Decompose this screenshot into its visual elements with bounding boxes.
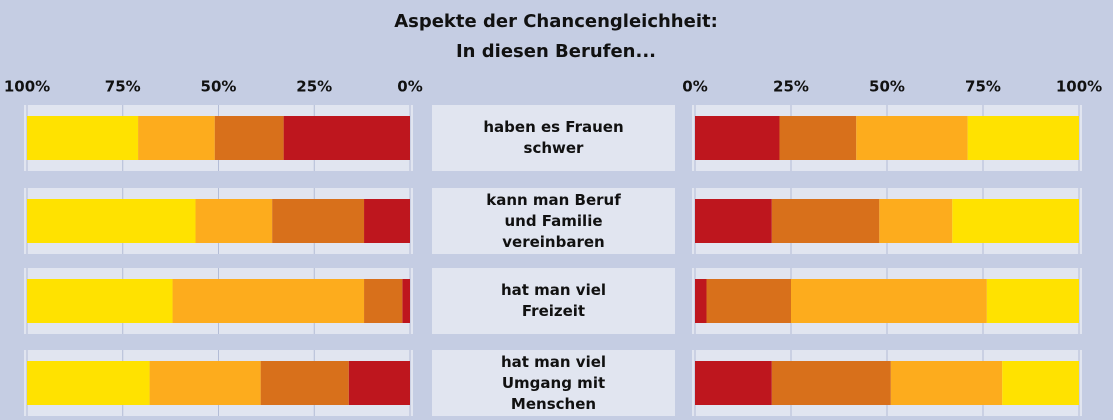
category-label: kann man Beruf und Familie vereinbaren (486, 190, 621, 251)
bar-segment (890, 361, 1003, 405)
category-box (432, 188, 675, 254)
x-tick-label: 50% (869, 78, 905, 96)
bar-segment (348, 361, 410, 405)
bar-segment (779, 116, 857, 160)
bar-segment (695, 116, 780, 160)
bar-segment (27, 199, 196, 243)
category-label: hat man viel Umgang mit Menschen (500, 352, 607, 413)
bar-segment (27, 361, 150, 405)
category-label: haben es Frauen schwer (483, 118, 624, 157)
category-box (432, 105, 675, 171)
bar-segment (967, 116, 1079, 160)
bar-segment (952, 199, 1079, 243)
bar-segment (402, 279, 410, 323)
bar-segment (1002, 361, 1079, 405)
bar-segment (283, 116, 410, 160)
x-tick-label: 50% (201, 78, 237, 96)
x-tick-label: 25% (296, 78, 332, 96)
bar-segment (791, 279, 987, 323)
bar-segment (172, 279, 365, 323)
bar-segment (771, 361, 891, 405)
bar-segment (695, 199, 772, 243)
x-tick-label: 0% (682, 78, 707, 96)
bar-segment (771, 199, 880, 243)
bar-segment (149, 361, 261, 405)
category-box (432, 350, 675, 416)
bar-segment (214, 116, 284, 160)
bar-segment (27, 279, 173, 323)
chart-title: Aspekte der Chancengleichheit: (394, 11, 718, 32)
bar-segment (986, 279, 1079, 323)
bar-segment (706, 279, 791, 323)
bar-segment (260, 361, 349, 405)
bar-segment (364, 199, 410, 243)
bar-segment (695, 279, 707, 323)
category-label: hat man viel Freizeit (500, 281, 607, 320)
bar-segment (138, 116, 215, 160)
bar-segment (856, 116, 968, 160)
x-tick-label: 25% (773, 78, 809, 96)
category-box (432, 268, 675, 334)
bar-segment (879, 199, 953, 243)
x-tick-label: 100% (1056, 78, 1102, 96)
chart-subtitle: In diesen Berufen... (456, 41, 656, 62)
bar-segment (195, 199, 273, 243)
x-tick-label: 75% (965, 78, 1001, 96)
bar-segment (27, 116, 139, 160)
x-tick-label: 75% (105, 78, 141, 96)
bar-segment (272, 199, 365, 243)
bar-segment (364, 279, 403, 323)
bar-segment (695, 361, 772, 405)
x-tick-label: 100% (4, 78, 50, 96)
x-tick-label: 0% (397, 78, 422, 96)
